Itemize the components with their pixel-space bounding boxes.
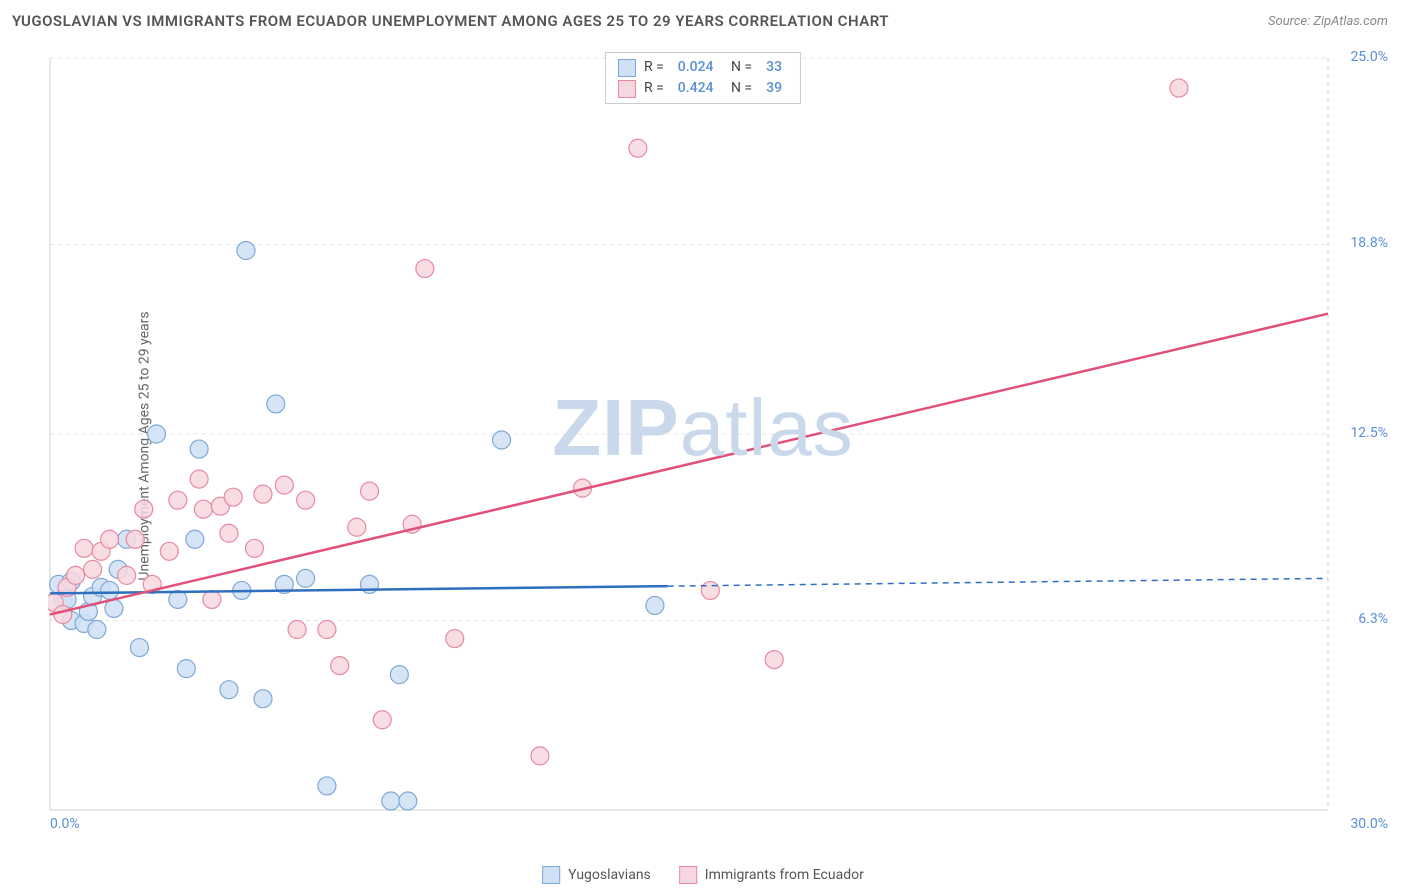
source-label: Source: ZipAtlas.com (1268, 14, 1388, 29)
data-point (701, 581, 719, 599)
legend-r-value: 0.424 (678, 78, 714, 99)
data-point (416, 260, 434, 278)
data-point (348, 518, 366, 536)
data-point (220, 681, 238, 699)
data-point (88, 621, 106, 639)
data-point (237, 242, 255, 260)
data-point (275, 476, 293, 494)
y-tick-label: 12.5% (1350, 425, 1388, 441)
data-point (254, 690, 272, 708)
x-tick-label: 0.0% (50, 816, 80, 832)
data-point (190, 440, 208, 458)
data-point (135, 500, 153, 518)
data-point (224, 488, 242, 506)
data-point (186, 530, 204, 548)
y-tick-label: 25.0% (1350, 49, 1388, 65)
data-point (245, 539, 263, 557)
data-point (190, 470, 208, 488)
data-point (373, 711, 391, 729)
legend-label: Immigrants from Ecuador (705, 867, 864, 883)
legend-swatch (679, 866, 697, 884)
data-point (331, 657, 349, 675)
data-point (1170, 79, 1188, 97)
data-point (646, 596, 664, 614)
legend-swatch (618, 80, 636, 98)
legend-series: Yugoslavians Immigrants from Ecuador (542, 866, 864, 884)
data-point (531, 747, 549, 765)
legend-n-label: N = (727, 57, 752, 78)
data-point (101, 530, 119, 548)
data-point (126, 530, 144, 548)
legend-swatch (618, 59, 636, 77)
legend-label: Yugoslavians (568, 867, 651, 883)
data-point (67, 566, 85, 584)
chart-title: YUGOSLAVIAN VS IMMIGRANTS FROM ECUADOR U… (12, 12, 889, 30)
data-point (361, 482, 379, 500)
legend-stat-row: R = 0.424 N = 39 (618, 78, 788, 99)
data-point (148, 425, 166, 443)
data-point (101, 581, 119, 599)
data-point (446, 630, 464, 648)
legend-r-label: R = (644, 57, 664, 78)
data-point (765, 651, 783, 669)
data-point (177, 660, 195, 678)
legend-r-value: 0.024 (678, 57, 714, 78)
data-point (220, 524, 238, 542)
data-point (288, 621, 306, 639)
x-tick-label: 30.0% (1350, 816, 1388, 832)
data-point (169, 491, 187, 509)
data-point (254, 485, 272, 503)
data-point (130, 639, 148, 657)
legend-n-label: N = (727, 78, 752, 99)
data-point (390, 666, 408, 684)
y-tick-label: 18.8% (1350, 235, 1388, 251)
legend-n-value: 33 (766, 57, 782, 78)
legend-stat-row: R = 0.024 N = 33 (618, 57, 788, 78)
trend-line-extrapolated (668, 578, 1328, 586)
data-point (160, 542, 178, 560)
legend-item: Immigrants from Ecuador (679, 866, 864, 884)
data-point (54, 605, 72, 623)
legend-item: Yugoslavians (542, 866, 651, 884)
data-point (318, 621, 336, 639)
data-point (493, 431, 511, 449)
data-point (297, 569, 315, 587)
legend-n-value: 39 (766, 78, 782, 99)
data-point (267, 395, 285, 413)
legend-swatch (542, 866, 560, 884)
y-tick-label: 6.3% (1358, 611, 1388, 627)
data-point (203, 590, 221, 608)
legend-stats: R = 0.024 N = 33 R = 0.424 N = 39 (605, 52, 801, 104)
correlation-chart: YUGOSLAVIAN VS IMMIGRANTS FROM ECUADOR U… (0, 0, 1406, 892)
data-point (194, 500, 212, 518)
data-point (399, 792, 417, 810)
trend-line (50, 314, 1328, 615)
data-point (297, 491, 315, 509)
data-point (382, 792, 400, 810)
data-point (118, 566, 136, 584)
data-point (84, 560, 102, 578)
plot-area (48, 48, 1388, 840)
legend-r-label: R = (644, 78, 664, 99)
data-point (629, 139, 647, 157)
data-point (318, 777, 336, 795)
data-point (75, 539, 93, 557)
